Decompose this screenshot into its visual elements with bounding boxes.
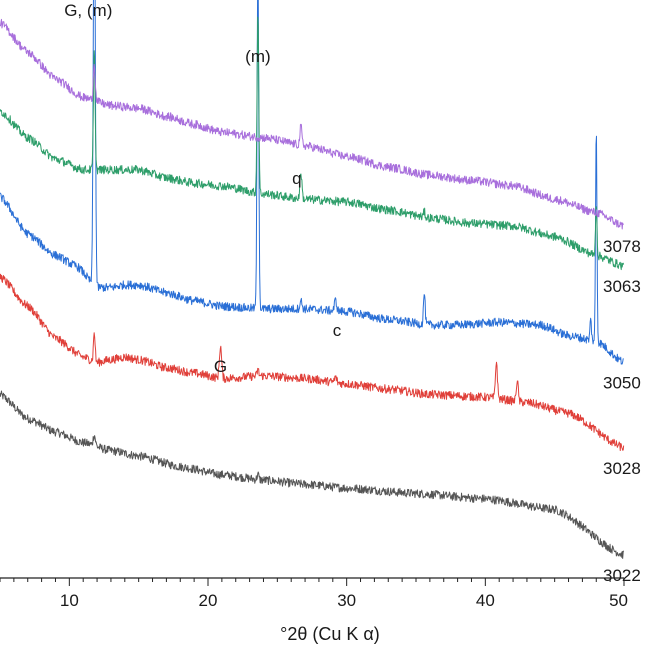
series-label-3050: 3050 (603, 373, 641, 392)
series-label-3028: 3028 (603, 459, 641, 478)
x-axis-ticks: 10 20 30 40 50 (0, 578, 628, 610)
annotation-2: q (292, 169, 301, 188)
annotation-4: G (214, 357, 227, 376)
series-label-3063: 3063 (603, 277, 641, 296)
series-3022-line (0, 390, 625, 559)
series-traces (0, 0, 625, 559)
series-3078-line (0, 18, 624, 230)
series-3063-line (0, 16, 625, 271)
annotation-1: (m) (245, 47, 270, 66)
series-label-3078: 3078 (603, 237, 641, 256)
x-tick-label-50: 50 (609, 591, 628, 610)
x-axis: 10 20 30 40 50 (0, 577, 628, 610)
x-tick-label-10: 10 (60, 591, 79, 610)
x-tick-label-20: 20 (199, 591, 218, 610)
series-3050-line (0, 0, 624, 365)
x-axis-title: °2θ (Cu K α) (280, 624, 380, 644)
peak-annotations: G, (m) (m) q c G (64, 1, 341, 376)
annotation-0: G, (m) (64, 1, 112, 20)
series-label-3022: 3022 (603, 566, 641, 585)
series-3028-line (0, 273, 625, 452)
x-tick-label-40: 40 (476, 591, 495, 610)
series-labels: 3022 3028 3050 3063 3078 (603, 237, 641, 585)
x-tick-label-30: 30 (337, 591, 356, 610)
annotation-3: c (333, 321, 342, 340)
